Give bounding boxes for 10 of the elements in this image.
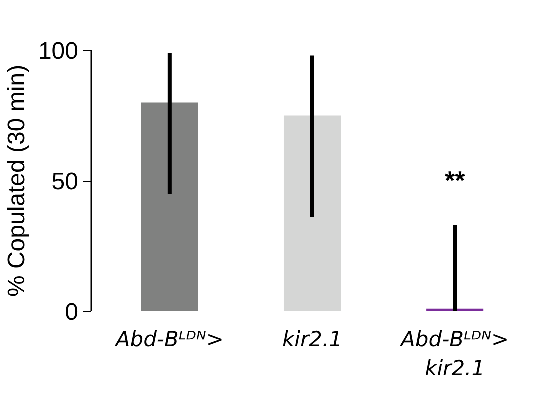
annotation: ** bbox=[444, 165, 466, 196]
x-tick-label: kir2.1 bbox=[282, 328, 343, 352]
x-tick-label: Abd-Bᴸᴰᴺ> bbox=[114, 328, 224, 352]
y-tick-label: 0 bbox=[65, 299, 79, 326]
y-tick-label: 100 bbox=[38, 38, 79, 65]
y-tick-label: 50 bbox=[52, 168, 79, 196]
y-axis-title: % Copulated (30 min) bbox=[3, 64, 30, 298]
bar bbox=[141, 102, 198, 312]
bar bbox=[284, 116, 342, 312]
x-tick-label: Abd-Bᴸᴰᴺ> kir2.1 bbox=[399, 328, 510, 380]
